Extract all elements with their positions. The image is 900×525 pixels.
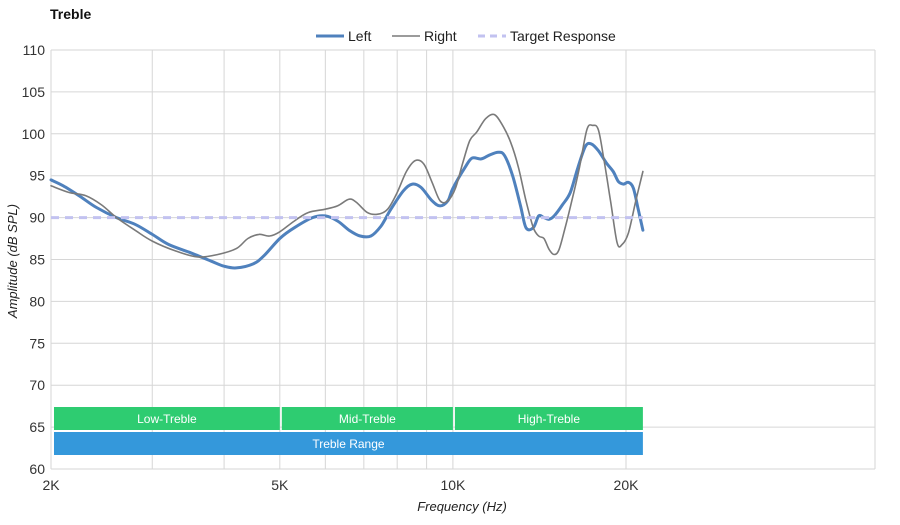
y-tick-label: 65 bbox=[29, 419, 45, 435]
y-tick-labels: 60 65 70 75 80 85 90 95 100 105 110 bbox=[22, 42, 46, 477]
legend-label: Right bbox=[424, 28, 457, 44]
y-tick-label: 105 bbox=[22, 84, 46, 100]
band-label: Mid-Treble bbox=[339, 412, 396, 426]
x-tick-label: 10K bbox=[440, 477, 466, 493]
band-bar bbox=[454, 407, 643, 430]
y-tick-label: 95 bbox=[29, 168, 45, 184]
series-line-right bbox=[50, 113, 644, 258]
y-tick-label: 70 bbox=[29, 377, 45, 393]
legend-item[interactable]: Target Response bbox=[478, 28, 616, 44]
x-tick-labels: 2K 5K 10K 20K bbox=[42, 477, 639, 493]
band-bars: Low-Treble Mid-Treble High-Treble Treble Ra… bbox=[54, 407, 643, 455]
legend[interactable]: Left Right Target Response bbox=[316, 28, 616, 44]
legend-label: Target Response bbox=[510, 28, 616, 44]
y-tick-label: 75 bbox=[29, 335, 45, 351]
y-tick-label: 80 bbox=[29, 293, 45, 309]
legend-label: Left bbox=[348, 28, 371, 44]
grid-lines bbox=[50, 49, 876, 470]
x-tick-label: 2K bbox=[42, 477, 60, 493]
chart-title: Treble bbox=[50, 6, 91, 22]
y-axis-label: Amplitude (dB SPL) bbox=[5, 204, 20, 319]
band-label: Low-Treble bbox=[137, 412, 197, 426]
legend-item[interactable]: Right bbox=[392, 28, 457, 44]
x-tick-label: 5K bbox=[271, 477, 289, 493]
y-tick-label: 110 bbox=[23, 42, 46, 58]
band-label: Treble Range bbox=[312, 437, 385, 451]
legend-item[interactable]: Left bbox=[316, 28, 371, 44]
band-bar bbox=[281, 407, 453, 430]
series-lines bbox=[49, 113, 645, 270]
y-tick-label: 60 bbox=[29, 461, 45, 477]
x-axis-label: Frequency (Hz) bbox=[417, 499, 507, 514]
band-bar bbox=[54, 407, 280, 430]
y-tick-label: 100 bbox=[22, 126, 46, 142]
y-tick-label: 90 bbox=[29, 210, 45, 226]
series-line-left bbox=[49, 141, 645, 270]
x-tick-label: 20K bbox=[614, 477, 640, 493]
band-bar bbox=[54, 432, 643, 455]
y-tick-label: 85 bbox=[29, 252, 45, 268]
band-label: High-Treble bbox=[518, 412, 581, 426]
